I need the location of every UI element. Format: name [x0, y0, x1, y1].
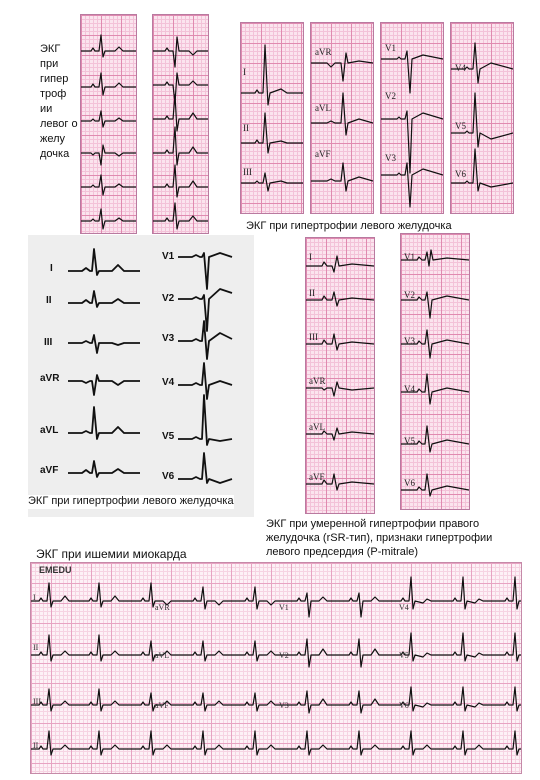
ischemia-caption: ЭКГ при ишемии миокарда — [36, 547, 187, 562]
lead-label: V5 — [404, 436, 415, 446]
lead-label: V1 — [404, 252, 415, 262]
lead-label: aVR — [315, 47, 332, 57]
lead-label: aVF — [309, 472, 325, 482]
ecg-strip-mid-right-1: I II III aVR aVL aVF — [305, 237, 375, 514]
lvh-gray-panel: I II III aVR aVL aVF V1 V2 V3 V4 V5 V6 — [28, 235, 254, 517]
lvh-gray-caption: ЭКГ при гипертрофии левого желудочка — [28, 495, 234, 509]
lead-label: II — [309, 288, 315, 298]
ecg-strip-top-right-1: I II III — [240, 22, 304, 214]
lead-label: V6 — [404, 478, 415, 488]
lead-label: V6 — [399, 701, 409, 710]
ischemia-traces — [31, 563, 521, 773]
lead-label: V3 — [404, 336, 415, 346]
lead-label: V3 — [279, 701, 289, 710]
lead-label: III — [33, 697, 41, 706]
lead-label: I — [33, 593, 36, 602]
lead-label: V4 — [404, 384, 415, 394]
ecg-strip-top-left-1 — [80, 14, 137, 234]
rvh-caption: ЭКГ при умеренной гипертрофии правого же… — [266, 518, 521, 559]
lead-label: V5 — [399, 651, 409, 660]
lead-label: V4 — [399, 603, 409, 612]
lead-label: II — [243, 123, 249, 133]
lead-label: aVF — [315, 149, 331, 159]
lead-label: V3 — [385, 153, 396, 163]
ecg-strip-top-right-3: V1 V2 V3 — [380, 22, 444, 214]
lead-label: aVL — [155, 651, 169, 660]
lead-label: aVL — [315, 103, 331, 113]
lead-label: aVR — [155, 603, 170, 612]
lead-label: V1 — [279, 603, 289, 612]
lead-label: I — [309, 252, 312, 262]
lead-label: V6 — [455, 169, 466, 179]
lead-label: aVL — [309, 422, 325, 432]
lead-label: III — [243, 167, 252, 177]
ischemia-12-lead-ecg: EMEDU I aVR V1 V4 II aVL V2 V5 III aVF V… — [30, 562, 522, 774]
ecg-strip-top-right-4: V4 V5 V6 — [450, 22, 514, 214]
lead-label: III — [309, 332, 318, 342]
lead-label: aVF — [155, 701, 169, 710]
lvh-top-caption: ЭКГ при гипертрофии левого желудочка — [246, 220, 452, 234]
lead-label: V4 — [455, 63, 466, 73]
lvh-side-caption: ЭКГ при гипер троф ии левог о желу дочка — [40, 42, 78, 162]
ecg-strip-top-right-2: aVR aVL aVF — [310, 22, 374, 214]
ecg-strip-top-left-2 — [152, 14, 209, 234]
lead-label: V5 — [455, 121, 466, 131]
lead-label: V2 — [404, 290, 415, 300]
lead-label: aVR — [309, 376, 326, 386]
lead-label: II — [33, 643, 38, 652]
ecg-strip-mid-right-2: V1 V2 V3 V4 V5 V6 — [400, 233, 470, 510]
lead-label: V1 — [385, 43, 396, 53]
lead-label: II — [33, 741, 38, 750]
lead-label: I — [243, 67, 246, 77]
gray-panel-traces — [28, 235, 254, 517]
lead-label: V2 — [279, 651, 289, 660]
lead-label: V2 — [385, 91, 396, 101]
